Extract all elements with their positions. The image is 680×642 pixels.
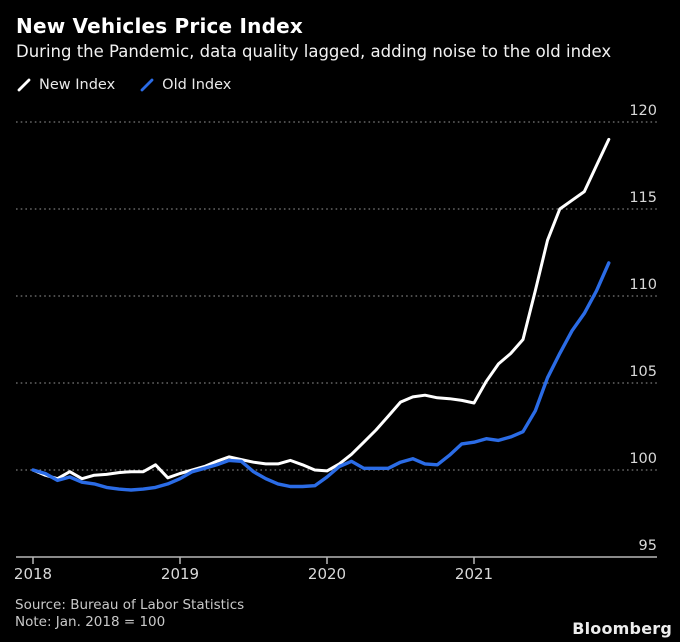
legend-label: Old Index [162, 77, 232, 93]
y-tick-label-110: 110 [629, 277, 657, 293]
line-swatch-icon [140, 78, 154, 92]
bloomberg-logo: Bloomberg [572, 619, 672, 638]
chart-title: New Vehicles Price Index [16, 14, 303, 38]
y-tick-label-115: 115 [629, 190, 657, 206]
y-tick-label-95: 95 [639, 538, 657, 554]
series-line-old-index [31, 261, 611, 492]
x-tick-label-2019: 2019 [161, 565, 199, 583]
chart-footnotes: Source: Bureau of Labor Statistics Note:… [15, 597, 244, 630]
legend-item-new-index: New Index [16, 77, 115, 93]
note-line: Note: Jan. 2018 = 100 [15, 613, 166, 630]
line-swatch-icon [17, 78, 31, 92]
y-tick-label-120: 120 [629, 103, 657, 119]
chart-subtitle: During the Pandemic, data quality lagged… [16, 42, 612, 61]
x-tick-label-2018: 2018 [14, 565, 52, 583]
y-tick-label-105: 105 [629, 364, 657, 380]
x-tick-label-2020: 2020 [308, 565, 346, 583]
series-line-new-index [31, 137, 611, 481]
legend-label: New Index [39, 77, 116, 93]
source-line: Source: Bureau of Labor Statistics [15, 597, 245, 613]
chart-legend: New Index Old Index [16, 77, 231, 93]
y-tick-label-100: 100 [629, 451, 657, 467]
legend-item-old-index: Old Index [139, 77, 231, 93]
x-tick-label-2021: 2021 [455, 565, 493, 583]
